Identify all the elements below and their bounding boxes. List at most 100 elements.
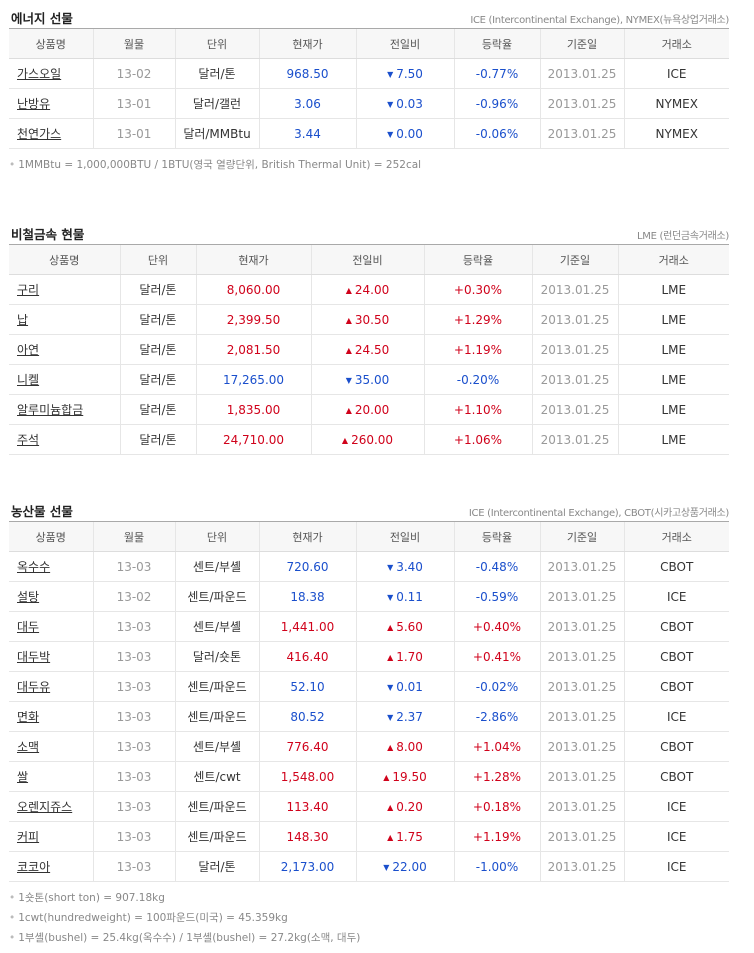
change-value: 5.60 — [396, 619, 423, 634]
table-row: 주석 달러/톤 24,710.00 ▲ 260.00 +1.06% 2013.01.25 LM… — [9, 424, 729, 455]
commodity-link[interactable]: 대두박 — [17, 650, 51, 664]
change-cell: ▲ 260.00 — [310, 424, 424, 455]
table-row: 난방유 13-01 달러/갤런 3.06 ▼ 0.03 -0.96% 2013.01.25 NY… — [9, 88, 729, 119]
change-value: 8.00 — [396, 739, 423, 754]
commodity-link[interactable]: 알루미늄합금 — [17, 403, 84, 417]
exchange-cell: CBOT — [623, 731, 729, 762]
table-row: 구리 달러/톤 8,060.00 ▲ 24.00 +0.30% 2013.01.25 LME — [9, 274, 729, 305]
column-header: 거래소 — [623, 521, 729, 552]
exchange-cell: LME — [617, 364, 729, 395]
date-cell: 2013.01.25 — [539, 821, 624, 852]
column-header: 단위 — [174, 28, 259, 59]
percent-cell: +0.30% — [423, 274, 532, 305]
change-cell: ▼ 0.03 — [355, 88, 454, 119]
percent-cell: -0.96% — [453, 88, 540, 119]
exchange-cell: LME — [617, 334, 729, 365]
commodity-link[interactable]: 천연가스 — [17, 127, 62, 141]
exchange-cell: CBOT — [623, 611, 729, 642]
commodity-link[interactable]: 가스오일 — [17, 67, 62, 81]
price-cell: 18.38 — [258, 581, 356, 612]
table-row: 설탕 13-02 센트/파운드 18.38 ▼ 0.11 -0.59% 2013.01.25 I… — [9, 581, 729, 612]
commodity-link[interactable]: 대두 — [17, 620, 40, 634]
percent-cell: +1.19% — [423, 334, 532, 365]
change-value: 1.75 — [396, 829, 423, 844]
commodity-link[interactable]: 면화 — [17, 710, 40, 724]
percent-cell: -1.00% — [453, 851, 540, 882]
commodity-link[interactable]: 옥수수 — [17, 560, 51, 574]
column-header: 현재가 — [258, 28, 356, 59]
change-value: 0.20 — [396, 799, 423, 814]
down-arrow-icon: ▼ — [387, 592, 394, 602]
column-header: 상품명 — [9, 244, 120, 275]
percent-cell: +1.19% — [453, 821, 540, 852]
commodity-link[interactable]: 난방유 — [17, 97, 51, 111]
down-arrow-icon: ▼ — [387, 129, 394, 139]
bullet-icon: • — [9, 912, 16, 924]
change-cell: ▲ 8.00 — [355, 731, 454, 762]
table-row: 코코아 13-03 달러/톤 2,173.00 ▼ 22.00 -1.00% 2013.01.… — [9, 851, 729, 882]
unit-cell: 달러/톤 — [119, 394, 196, 425]
commodity-link[interactable]: 오렌지쥬스 — [17, 800, 73, 814]
commodity-link[interactable]: 구리 — [17, 283, 40, 297]
commodity-name-cell: 천연가스 — [9, 118, 93, 149]
commodity-link[interactable]: 코코아 — [17, 860, 51, 874]
commodity-name-cell: 구리 — [9, 274, 120, 305]
commodity-link[interactable]: 커피 — [17, 830, 40, 844]
exchange-cell: CBOT — [623, 551, 729, 582]
percent-cell: +0.41% — [453, 641, 540, 672]
date-cell: 2013.01.25 — [531, 394, 618, 425]
up-arrow-icon: ▲ — [387, 802, 394, 812]
unit-cell: 센트/파운드 — [174, 701, 259, 732]
commodity-link[interactable]: 설탕 — [17, 590, 40, 604]
commodity-link[interactable]: 쌀 — [17, 770, 29, 784]
bullet-icon: • — [9, 932, 16, 944]
commodity-link[interactable]: 납 — [17, 313, 29, 327]
bullet-icon: • — [9, 159, 16, 171]
date-cell: 2013.01.25 — [539, 581, 624, 612]
exchange-cell: ICE — [623, 581, 729, 612]
percent-cell: -2.86% — [453, 701, 540, 732]
price-cell: 2,173.00 — [258, 851, 356, 882]
up-arrow-icon: ▲ — [345, 315, 352, 325]
column-header: 단위 — [174, 521, 259, 552]
commodity-link[interactable]: 주석 — [17, 433, 40, 447]
change-cell: ▼ 2.37 — [355, 701, 454, 732]
commodity-link[interactable]: 니켈 — [17, 373, 40, 387]
section-title: 에너지 선물 — [11, 11, 73, 26]
table-row: 면화 13-03 센트/파운드 80.52 ▼ 2.37 -2.86% 2013.01.25 I… — [9, 701, 729, 732]
commodity-link[interactable]: 대두유 — [17, 680, 51, 694]
commodity-link[interactable]: 아연 — [17, 343, 40, 357]
exchange-cell: LME — [617, 274, 729, 305]
change-cell: ▲ 0.20 — [355, 791, 454, 822]
exchange-cell: LME — [617, 394, 729, 425]
metals-table: 상품명 단위 현재가 전일비 등락율 기준일 거래소 구리 달러/톤 8,060.00 ▲ 24.0… — [9, 244, 729, 455]
price-cell: 2,399.50 — [195, 304, 311, 335]
date-cell: 2013.01.25 — [539, 731, 624, 762]
commodity-link[interactable]: 소맥 — [17, 740, 40, 754]
change-cell: ▲ 1.75 — [355, 821, 454, 852]
footnote: • 1MMBtu = 1,000,000BTU / 1BTU(영국 열량단위, B… — [9, 155, 729, 175]
change-cell: ▲ 24.50 — [310, 334, 424, 365]
commodity-name-cell: 알루미늄합금 — [9, 394, 120, 425]
column-header: 거래소 — [623, 28, 729, 59]
percent-cell: +1.28% — [453, 761, 540, 792]
change-value: 7.50 — [396, 66, 423, 81]
footnote-text: 1숏톤(short ton) = 907.18kg — [18, 892, 165, 904]
price-cell: 720.60 — [258, 551, 356, 582]
agri-header: 농산물 선물 ICE (Intercontinental Exchange), … — [9, 499, 729, 521]
change-value: 22.00 — [392, 859, 427, 874]
price-cell: 1,548.00 — [258, 761, 356, 792]
column-header: 등락율 — [453, 521, 540, 552]
change-value: 1.70 — [396, 649, 423, 664]
footnote-text: 1cwt(hundredweight) = 100파운드(미국) = 45.35… — [18, 912, 288, 924]
up-arrow-icon: ▲ — [387, 832, 394, 842]
column-header: 기준일 — [539, 28, 624, 59]
change-cell: ▲ 24.00 — [310, 274, 424, 305]
price-cell: 776.40 — [258, 731, 356, 762]
exchange-cell: CBOT — [623, 671, 729, 702]
column-header: 단위 — [119, 244, 196, 275]
unit-cell: 센트/부셸 — [174, 731, 259, 762]
commodity-name-cell: 소맥 — [9, 731, 93, 762]
unit-cell: 달러/톤 — [119, 274, 196, 305]
unit-cell: 달러/톤 — [119, 334, 196, 365]
